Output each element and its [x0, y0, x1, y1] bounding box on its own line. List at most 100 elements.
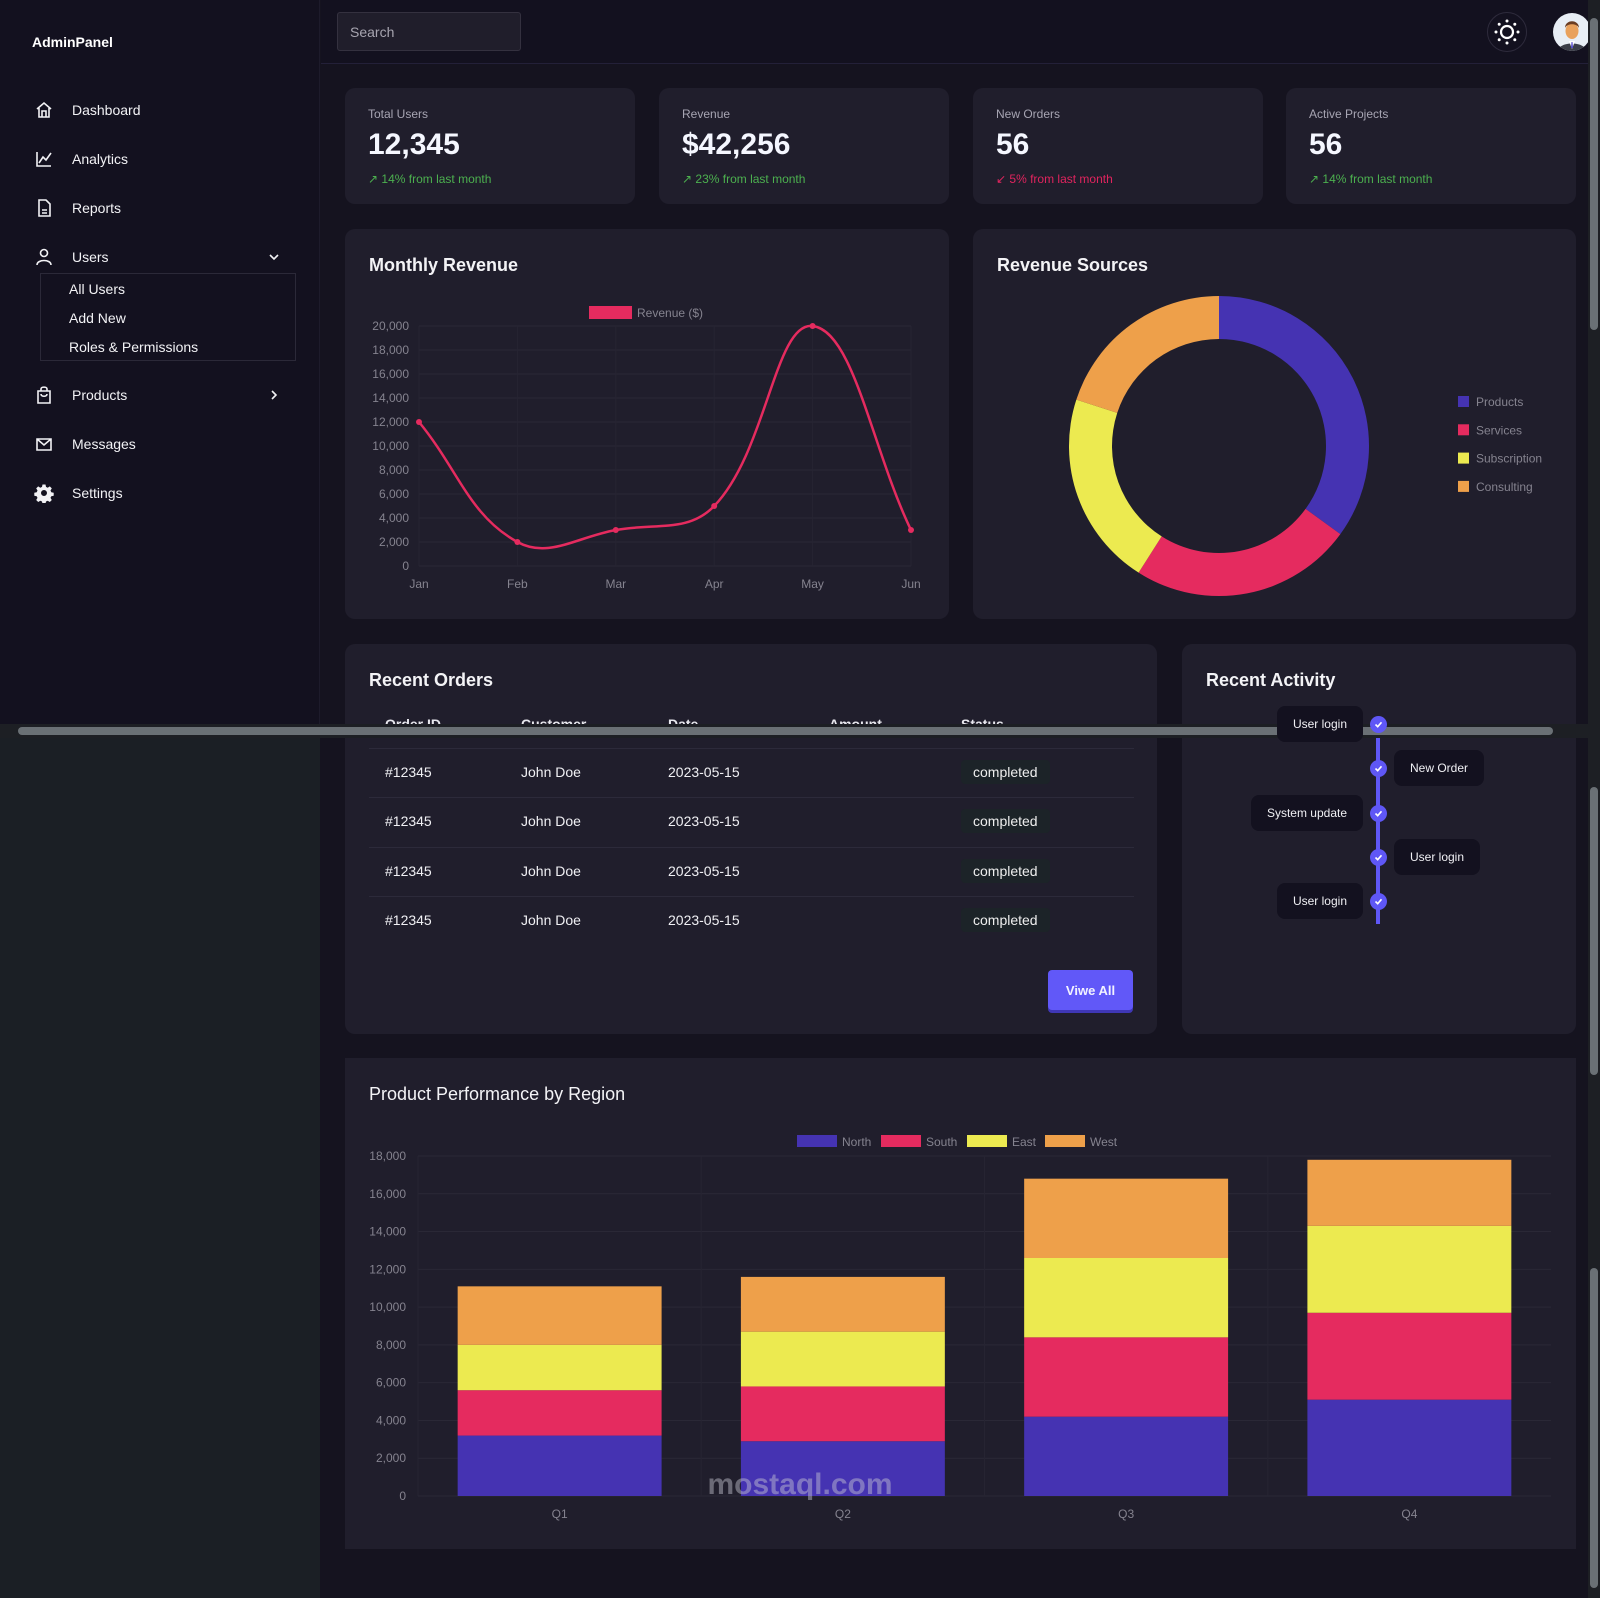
product-performance-card: Product Performance by Region 0 2,000 4,00…	[345, 1058, 1576, 1549]
avatar[interactable]	[1553, 13, 1591, 51]
bar-west-q1[interactable]	[457, 1286, 662, 1345]
user-icon	[36, 248, 52, 266]
donut-segment-products[interactable]	[1219, 296, 1369, 535]
vertical-scrollbar-thumb[interactable]	[1590, 787, 1598, 1075]
bar-west-q3[interactable]	[1024, 1178, 1229, 1258]
x-tick-label: Jun	[901, 577, 920, 591]
x-tick-label: May	[801, 577, 824, 591]
search-input[interactable]	[337, 12, 521, 51]
bar-south-q1[interactable]	[457, 1390, 662, 1436]
data-point[interactable]	[711, 503, 718, 509]
card-title: Recent Orders	[369, 670, 494, 690]
gear-icon	[34, 484, 54, 503]
x-tick-label: Feb	[507, 577, 528, 591]
sidebar-item-label: Analytics	[72, 151, 129, 167]
sidebar-item-label: Products	[72, 387, 128, 403]
legend-swatch[interactable]	[1458, 396, 1469, 407]
bar-east-q2[interactable]	[740, 1331, 945, 1387]
legend-swatch[interactable]	[1045, 1135, 1085, 1147]
status-badge: completed	[961, 809, 1050, 833]
submenu-all-users[interactable]: All Users	[69, 281, 126, 297]
sidebar-item-dashboard[interactable]: Dashboard	[34, 96, 290, 124]
data-point[interactable]	[809, 323, 816, 329]
brand-logo[interactable]: AdminPanel	[32, 34, 113, 50]
legend-swatch[interactable]	[881, 1135, 921, 1147]
activity-item[interactable]: System update	[1250, 795, 1363, 831]
bar-west-q4[interactable]	[1307, 1159, 1512, 1226]
bar-east-q4[interactable]	[1307, 1225, 1512, 1313]
legend-label[interactable]: East	[1012, 1135, 1037, 1149]
line-chart: 0 2,000 4,000 6,000 8,000 10,000 12,000 14,000 1…	[372, 306, 921, 591]
legend-label[interactable]: West	[1090, 1135, 1118, 1149]
sidebar-item-reports[interactable]: Reports	[34, 194, 290, 222]
legend-label[interactable]: Consulting	[1476, 480, 1533, 494]
bar-north-q2[interactable]	[740, 1441, 945, 1496]
legend-swatch[interactable]	[797, 1135, 837, 1147]
sidebar-item-label: Reports	[72, 200, 122, 216]
sidebar-item-users[interactable]: Users	[34, 243, 290, 271]
legend-label[interactable]: Subscription	[1476, 452, 1542, 466]
y-tick-label: 18,000	[372, 343, 409, 357]
sidebar-item-products[interactable]: Products	[34, 381, 290, 409]
sidebar-item-settings[interactable]: Settings	[34, 479, 290, 507]
y-tick-label: 8,000	[379, 463, 409, 477]
legend-swatch[interactable]	[1458, 424, 1469, 436]
data-point[interactable]	[612, 527, 619, 533]
submenu-add-new[interactable]: Add New	[69, 310, 126, 326]
data-point[interactable]	[908, 527, 914, 533]
vertical-scrollbar-thumb[interactable]	[1590, 1268, 1598, 1588]
row-divider	[369, 896, 1134, 897]
activity-item[interactable]: User login	[1276, 706, 1363, 742]
y-tick-label: 8,000	[376, 1338, 406, 1352]
stat-card-new-orders: New Orders 56 ↙ 5% from last month	[973, 88, 1263, 204]
legend-swatch[interactable]	[1458, 452, 1469, 464]
view-all-button[interactable]: Viwe All	[1048, 970, 1133, 1010]
legend-label[interactable]: Services	[1476, 423, 1522, 437]
stacked-bar-chart: 0 2,000 4,000 6,000 8,000 10,000 12,000 14,000 1…	[369, 1135, 1551, 1521]
donut-segment-consulting[interactable]	[1076, 296, 1219, 413]
legend-label[interactable]: Revenue ($)	[637, 306, 703, 320]
order-date: 2023-05-15	[668, 813, 740, 829]
donut-segment-services[interactable]	[1138, 508, 1341, 596]
bar-west-q2[interactable]	[740, 1276, 945, 1332]
legend-swatch[interactable]	[967, 1135, 1007, 1147]
bar-north-q1[interactable]	[457, 1435, 662, 1496]
legend-label[interactable]: Products	[1476, 395, 1523, 409]
legend-label[interactable]: South	[926, 1135, 957, 1149]
bar-north-q4[interactable]	[1307, 1399, 1512, 1496]
customer-name: John Doe	[521, 863, 581, 879]
horizontal-scrollbar-thumb[interactable]	[18, 727, 1553, 735]
bar-south-q3[interactable]	[1024, 1337, 1229, 1417]
submenu-roles-permissions[interactable]: Roles & Permissions	[69, 339, 199, 355]
legend-label[interactable]: North	[842, 1135, 871, 1149]
legend-swatch[interactable]	[1458, 480, 1469, 492]
bar-east-q1[interactable]	[457, 1344, 662, 1391]
sidebar-item-label: Dashboard	[72, 102, 141, 118]
bar-north-q3[interactable]	[1024, 1416, 1229, 1496]
data-point[interactable]	[514, 539, 521, 545]
theme-toggle-button[interactable]	[1487, 12, 1527, 52]
legend-swatch[interactable]	[589, 306, 632, 319]
y-tick-label: 20,000	[372, 319, 409, 333]
activity-item[interactable]: User login	[1394, 839, 1481, 875]
row-divider	[369, 797, 1134, 798]
y-tick-label: 2,000	[376, 1451, 406, 1465]
home-icon	[36, 101, 52, 118]
stat-label: Total Users	[368, 107, 429, 121]
users-submenu	[40, 273, 296, 361]
sidebar-item-messages[interactable]: Messages	[34, 430, 290, 458]
sidebar-item-analytics[interactable]: Analytics	[34, 145, 290, 173]
stat-label: Revenue	[682, 107, 731, 121]
check-circle-icon	[1370, 716, 1387, 733]
bar-east-q3[interactable]	[1024, 1258, 1229, 1338]
bar-south-q4[interactable]	[1307, 1312, 1512, 1400]
stat-label: Active Projects	[1309, 107, 1389, 121]
activity-item[interactable]: New Order	[1394, 750, 1485, 786]
y-tick-label: 4,000	[379, 511, 409, 525]
avatar-image	[1558, 21, 1586, 51]
donut-segment-subscription[interactable]	[1069, 399, 1162, 573]
bar-south-q2[interactable]	[740, 1386, 945, 1442]
vertical-scrollbar-thumb[interactable]	[1590, 18, 1598, 330]
activity-item[interactable]: User login	[1276, 883, 1363, 919]
data-point[interactable]	[416, 419, 422, 425]
